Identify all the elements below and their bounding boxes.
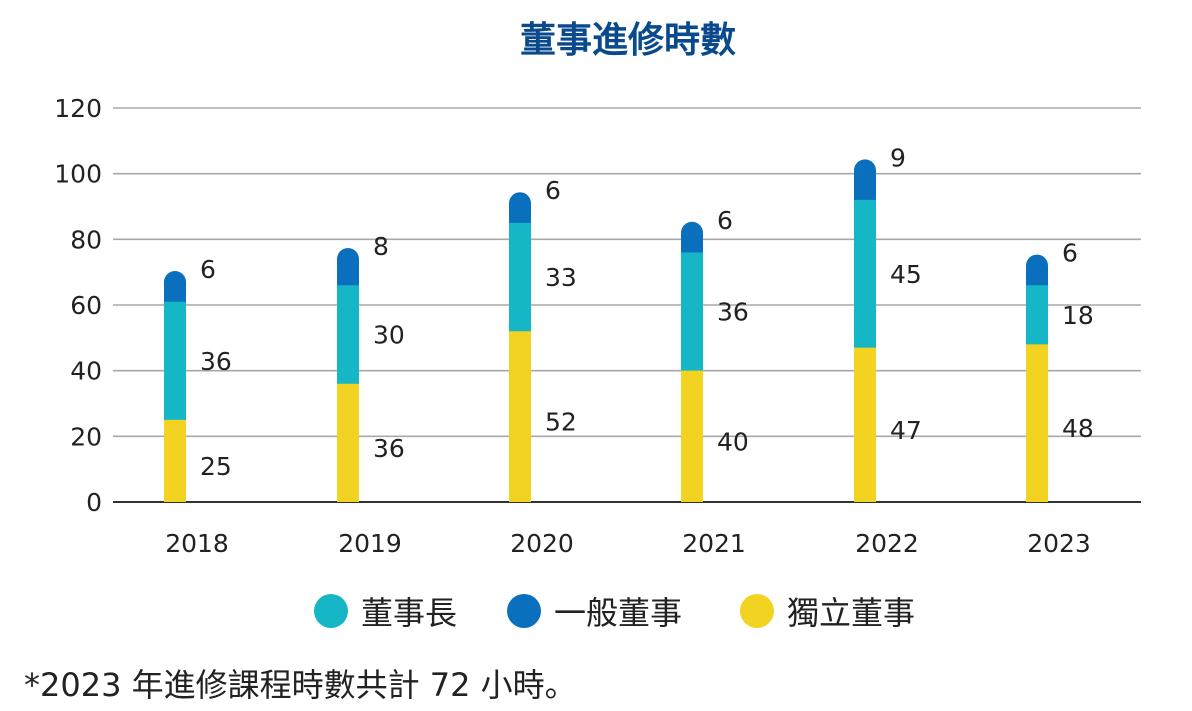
x-tick-label: 2020 [510,529,574,558]
data-label: 36 [200,347,232,376]
data-label: 6 [1062,239,1078,268]
data-label: 25 [200,452,232,481]
bar-stack-2023: 48 18 6 [1026,239,1094,502]
bar-segment [509,320,531,502]
legend-swatch [507,594,541,628]
x-tick-label: 2023 [1027,529,1091,558]
data-label: 48 [1062,414,1094,443]
bar-stack-2022: 47 45 9 [854,143,922,502]
footnote: *2023 年進修課程時數共計 72 小時。 [24,666,577,704]
bar-segment [854,336,876,502]
legend-item: 一般董事 [507,594,682,632]
y-tick-label: 80 [70,225,102,254]
bar-segment [854,188,876,348]
bar-segment [337,274,359,384]
bar-segment [681,241,703,371]
data-label: 6 [545,176,561,205]
bars: 25 36 6 36 30 8 52 33 6 40 36 6 47 45 9 48 18 6 [164,143,1094,502]
data-label: 36 [717,298,749,327]
bar-segment [1026,274,1048,345]
data-label: 40 [717,427,749,456]
data-label: 18 [1062,301,1094,330]
legend-label: 董事長 [361,594,457,632]
y-tick-label: 40 [70,357,102,386]
x-axis: 2018 2019 2020 2021 2022 2023 [165,529,1091,558]
bar-stack-2019: 36 30 8 [337,232,405,502]
data-label: 33 [545,263,577,292]
bar-segment [1026,333,1048,502]
y-tick-label: 100 [54,160,102,189]
y-tick-label: 60 [70,291,102,320]
bar-segment [337,248,359,286]
data-label: 45 [890,260,922,289]
legend-swatch [740,594,774,628]
data-label: 6 [200,255,216,284]
bar-segment [509,192,531,223]
x-tick-label: 2018 [165,529,229,558]
data-label: 9 [890,143,906,172]
legend-swatch [314,594,348,628]
bar-segment [509,211,531,332]
x-tick-label: 2022 [855,529,919,558]
bar-stack-2018: 25 36 6 [164,255,232,502]
y-tick-label: 0 [86,488,102,517]
legend: 董事長 一般董事 獨立董事 [314,594,915,632]
data-label: 6 [717,206,733,235]
bar-segment [164,408,186,502]
bar-segment [681,359,703,502]
legend-item: 董事長 [314,594,457,632]
y-tick-label: 120 [54,94,102,123]
data-label: 30 [373,321,405,350]
bar-stack-2021: 40 36 6 [681,206,749,502]
bar-segment [854,159,876,200]
bar-segment [681,221,703,253]
bar-segment [164,271,186,302]
bar-segment [1026,254,1048,286]
legend-item: 獨立董事 [740,594,915,632]
data-label: 52 [545,408,577,437]
legend-label: 一般董事 [554,594,682,632]
y-axis: 0 20 40 60 80 100 120 [54,94,102,517]
data-label: 47 [890,416,922,445]
data-label: 36 [373,434,405,463]
x-tick-label: 2021 [682,529,746,558]
bar-segment [164,290,186,420]
chart-title: 董事進修時數 [520,20,736,61]
y-tick-label: 20 [70,422,102,451]
gridlines [113,107,1141,503]
legend-label: 獨立董事 [787,594,915,632]
x-tick-label: 2019 [338,529,402,558]
data-label: 8 [373,232,389,261]
bar-segment [337,372,359,502]
bar-stack-2020: 52 33 6 [509,176,577,502]
